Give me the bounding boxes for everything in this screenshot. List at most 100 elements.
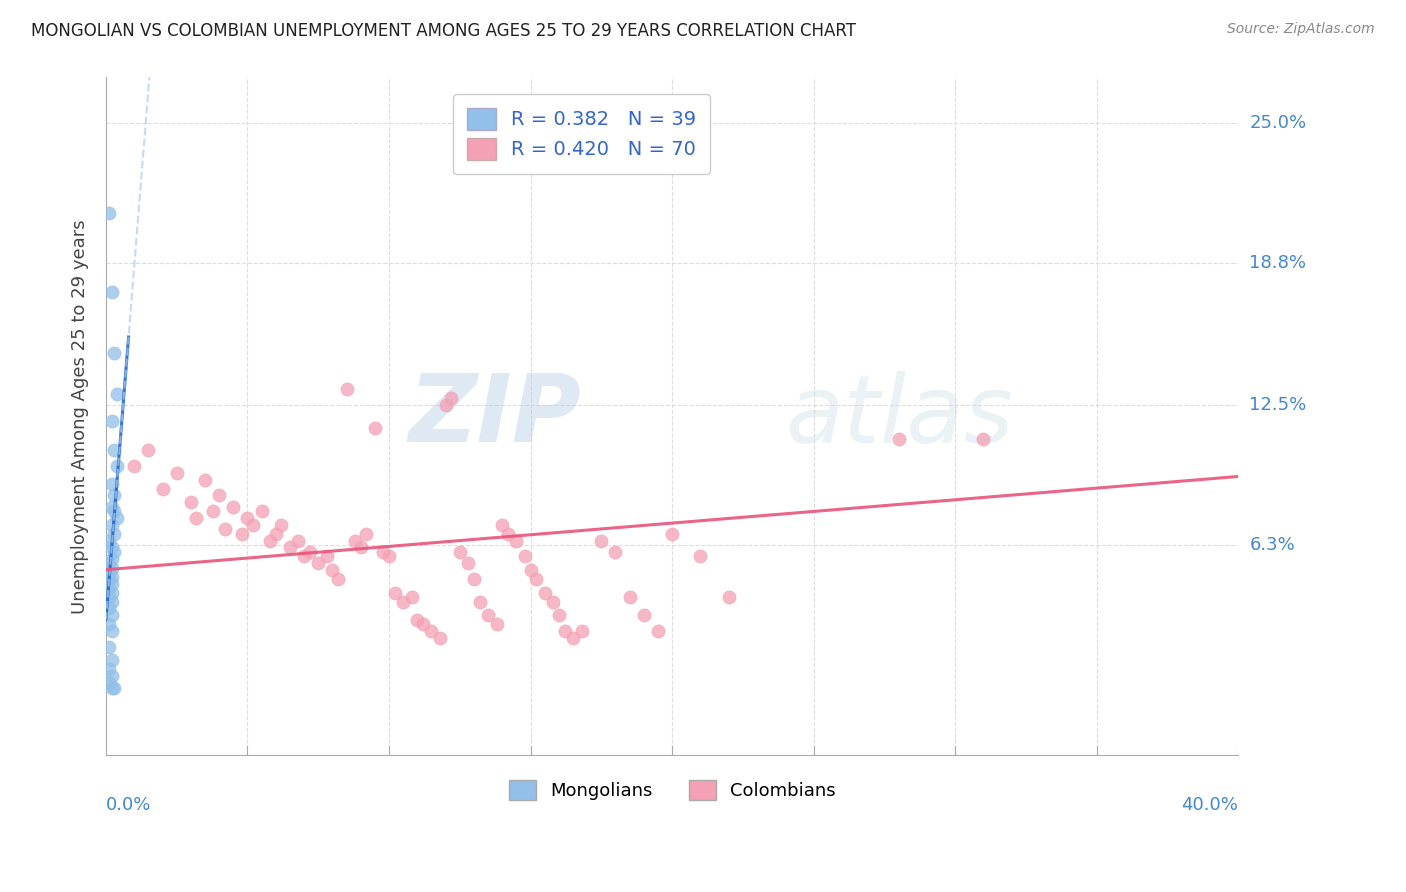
Point [384,585,406,599]
Point [591,533,613,548]
Point [401,590,423,604]
Point [202,504,225,518]
Point [321,563,343,577]
Point [105,511,128,525]
Text: 12.5%: 12.5% [1250,396,1306,414]
Text: 18.8%: 18.8% [1250,253,1306,272]
Point [344,533,367,548]
Point [633,608,655,623]
Point [97,533,120,548]
Point [100,477,122,491]
Point [513,549,536,564]
Point [100,561,122,575]
Point [491,517,513,532]
Point [270,517,292,532]
Point [434,398,457,412]
Point [105,459,128,474]
Point [97,590,120,604]
Point [103,443,125,458]
Point [547,608,569,623]
Text: MONGOLIAN VS COLOMBIAN UNEMPLOYMENT AMONG AGES 25 TO 29 YEARS CORRELATION CHART: MONGOLIAN VS COLOMBIAN UNEMPLOYMENT AMON… [31,22,856,40]
Point [100,285,122,299]
Point [619,590,641,604]
Point [972,432,994,446]
Point [298,545,321,559]
Text: 0.0%: 0.0% [105,796,152,814]
Point [250,504,273,518]
Point [457,556,479,570]
Point [278,541,301,555]
Point [100,517,122,532]
Point [887,432,910,446]
Point [326,572,349,586]
Point [103,488,125,502]
Point [264,527,287,541]
Point [242,517,264,532]
Point [180,495,202,509]
Point [373,545,395,559]
Point [97,556,120,570]
Text: 6.3%: 6.3% [1250,536,1295,554]
Point [307,556,329,570]
Point [287,533,309,548]
Point [350,541,373,555]
Point [100,608,122,623]
Point [100,669,122,683]
Point [689,549,711,564]
Point [103,346,125,360]
Point [152,482,174,496]
Point [496,527,519,541]
Point [533,585,555,599]
Point [463,572,485,586]
Point [97,676,120,690]
Point [571,624,593,638]
Point [138,443,160,458]
Text: 25.0%: 25.0% [1250,113,1306,132]
Point [412,617,434,632]
Point [100,585,122,599]
Point [100,653,122,667]
Text: Source: ZipAtlas.com: Source: ZipAtlas.com [1227,22,1375,37]
Point [356,527,378,541]
Point [420,624,443,638]
Text: ZIP: ZIP [409,370,582,462]
Point [562,631,585,645]
Point [292,549,315,564]
Point [222,500,245,514]
Point [524,572,547,586]
Point [97,581,120,595]
Point [554,624,576,638]
Point [335,382,357,396]
Point [100,414,122,428]
Text: atlas: atlas [786,371,1014,462]
Text: 40.0%: 40.0% [1181,796,1239,814]
Point [103,545,125,559]
Point [103,681,125,695]
Point [186,511,208,525]
Point [259,533,281,548]
Y-axis label: Unemployment Among Ages 25 to 29 years: Unemployment Among Ages 25 to 29 years [72,219,89,614]
Point [605,545,627,559]
Point [477,608,499,623]
Point [103,527,125,541]
Point [97,206,120,220]
Point [717,590,740,604]
Point [485,617,508,632]
Point [378,549,401,564]
Point [647,624,669,638]
Point [97,601,120,615]
Point [236,511,259,525]
Point [392,595,415,609]
Point [100,595,122,609]
Point [97,663,120,677]
Point [122,459,145,474]
Point [105,386,128,401]
Point [97,572,120,586]
Point [440,392,463,406]
Point [406,613,429,627]
Point [97,617,120,632]
Point [231,527,253,541]
Point [100,570,122,584]
Point [100,500,122,514]
Point [519,563,541,577]
